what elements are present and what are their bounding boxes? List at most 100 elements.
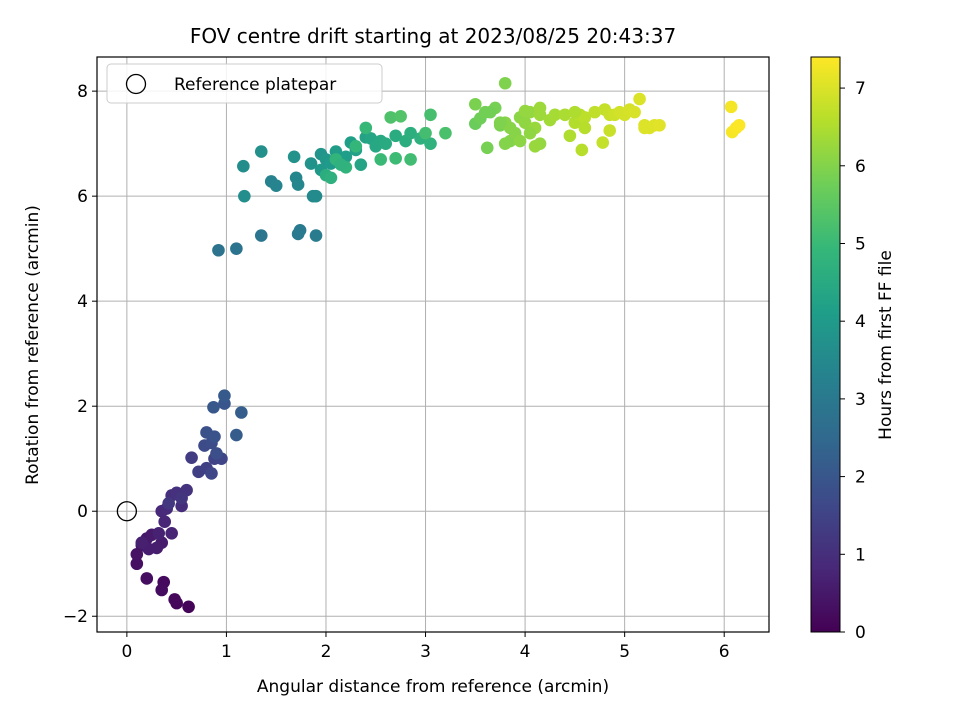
data-point [439,126,452,140]
x-tick-label: 1 [221,642,232,662]
data-point [404,153,417,166]
data-point [207,400,220,414]
data-point [208,430,221,443]
y-axis-label: Rotation from reference (arcmin) [23,205,43,485]
data-point [563,129,577,143]
colorbar-tick-label: 2 [855,468,866,488]
data-point [523,126,537,140]
reference-point [116,501,138,522]
data-point [528,139,542,153]
data-point [518,104,532,118]
data-point [210,447,223,460]
data-point [424,137,437,150]
data-point [588,105,602,119]
data-point [518,116,532,129]
legend: Reference platepar [106,63,383,104]
chart-title: FOV centre drift starting at 2023/08/25 … [190,24,676,48]
data-point [384,111,397,124]
colorbar-tick-label: 4 [855,312,866,332]
colorbar-label: Hours from first FF file [876,250,896,440]
data-point [349,139,363,153]
legend-marker-reference [125,73,147,95]
colorbar-gradient [810,56,841,633]
y-tick-label: 0 [77,502,88,522]
data-point [424,108,437,122]
data-point [158,515,171,529]
x-tick-label: 2 [321,642,332,662]
data-point [269,179,283,192]
data-points [116,76,746,614]
data-point [309,189,323,203]
data-point [404,126,417,140]
data-point [389,152,402,165]
data-point [628,105,641,119]
y-tick-label: 8 [77,82,88,102]
data-point [230,428,243,442]
colorbar-tick-label: 1 [855,545,866,565]
data-point [162,497,175,510]
data-point [394,110,407,123]
data-point [653,118,666,132]
data-point [533,101,547,115]
colorbar-tick-label: 0 [855,623,866,643]
data-point [603,124,617,137]
data-point [293,223,307,237]
x-tick-label: 6 [719,642,730,662]
data-point [419,126,432,140]
data-point [291,178,305,191]
data-point [578,111,592,124]
data-point [498,76,512,90]
data-point [389,129,402,143]
data-point [254,145,268,158]
data-point [140,572,154,585]
data-point [230,242,243,255]
y-tick-label: 2 [77,397,88,417]
x-axis-label: Angular distance from reference (arcmin) [257,677,609,697]
colorbar-tick-label: 7 [855,79,866,99]
data-point [379,137,393,150]
x-tick-label: 4 [520,642,531,662]
y-tick-label: 6 [77,187,88,207]
data-point [304,157,318,170]
data-point [638,121,651,135]
data-point [480,141,494,155]
data-point [568,105,582,119]
plot-frame [96,56,770,633]
data-point [205,467,218,480]
data-point [575,143,589,157]
data-point [182,600,195,614]
colorbar: 0 1 2 3 4 5 6 7 Hours from first FF file [810,56,896,643]
colorbar-ticks: 0 1 2 3 4 5 6 7 [840,79,866,643]
legend-box [106,63,383,104]
y-tick-label: 4 [77,292,88,312]
data-point [212,243,225,257]
data-point [237,159,250,173]
data-point [359,121,373,135]
data-point [287,150,301,164]
data-point [168,593,181,606]
data-point [238,189,251,203]
y-axis-ticks: −2 0 2 4 6 8 [63,82,97,627]
legend-label-reference: Reference platepar [174,75,336,95]
data-point [374,153,388,166]
data-point [175,491,188,505]
y-tick-label: −2 [63,607,88,627]
data-point [469,97,482,111]
data-point [483,105,497,119]
colorbar-tick-label: 5 [855,234,866,254]
data-point [135,536,149,550]
data-point [578,121,592,135]
data-point [493,116,507,129]
data-point [185,451,198,464]
data-point [152,526,166,540]
data-point [548,108,562,122]
data-point [334,158,348,171]
colorbar-tick-label: 6 [855,157,866,177]
data-point [354,158,368,171]
data-point [513,134,527,148]
data-point [498,137,512,150]
data-point [218,389,231,402]
data-point [165,526,178,540]
data-point [324,171,338,185]
